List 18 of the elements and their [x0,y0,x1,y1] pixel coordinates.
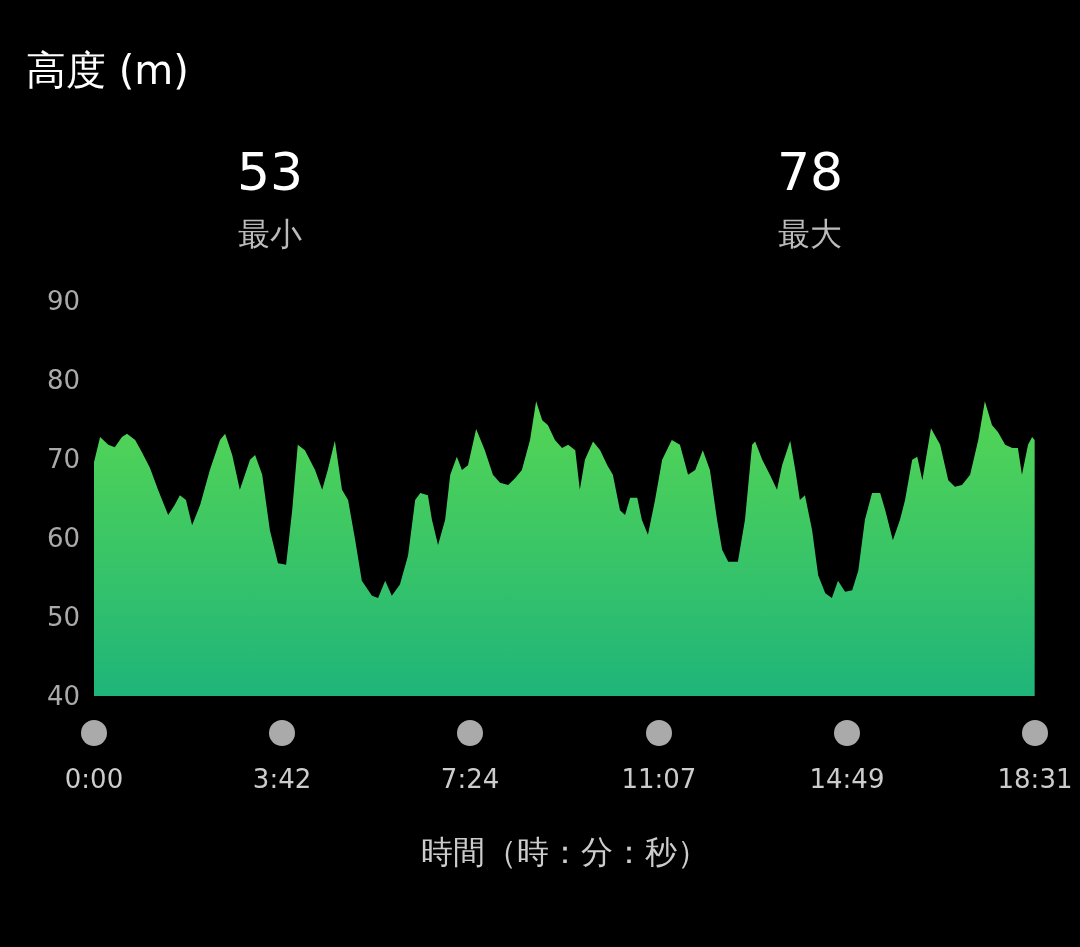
x-axis-title: 時間（時：分：秒） [420,833,709,871]
y-tick-label: 40 [46,681,80,711]
text: 78 [776,142,844,202]
text: 53 [236,142,304,202]
text: 最小 [238,215,302,253]
text: 最大 [778,215,842,253]
y-tick-label: 50 [46,602,80,632]
x-tick-label: 11:07 [621,764,697,794]
y-tick-label: 80 [46,365,80,395]
x-tick-label: 3:42 [252,764,312,794]
x-tick-label: 0:00 [64,764,124,794]
y-tick-label: 70 [46,444,80,474]
x-tick-label: 18:31 [997,764,1073,794]
x-tick-label: 14:49 [809,764,885,794]
x-tick-label: 7:24 [440,764,500,794]
y-tick-label: 90 [46,286,80,316]
y-tick-label: 60 [46,523,80,553]
chart-title: 高度 (m) [26,47,189,93]
